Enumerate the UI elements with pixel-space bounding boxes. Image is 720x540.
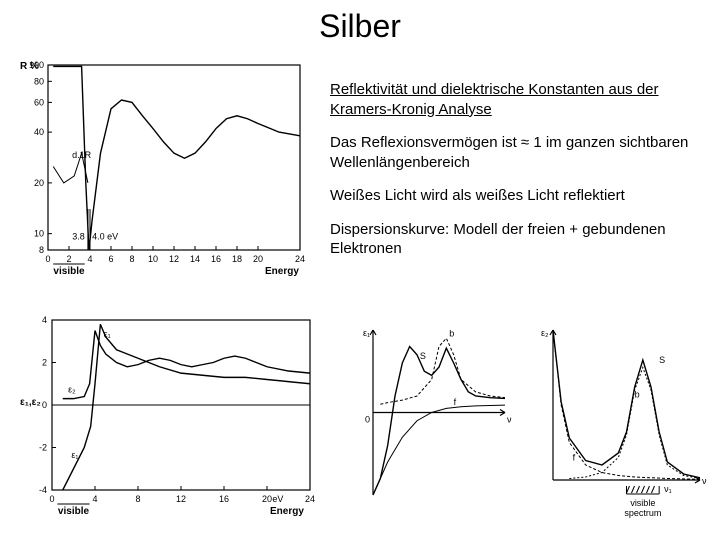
svg-text:4: 4 xyxy=(87,254,92,264)
svg-text:Energy: Energy xyxy=(270,506,304,517)
svg-text:ε₁: ε₁ xyxy=(71,450,78,460)
svg-text:0: 0 xyxy=(42,400,47,410)
chart-reflectivity: 810204060801000246810121416182024R %Ener… xyxy=(10,55,310,280)
text-p2: Weißes Licht wird als weißes Licht refle… xyxy=(330,186,700,206)
svg-text:-2: -2 xyxy=(39,443,47,453)
chart-eps1-model: ε₁ ν 0 Sf b xyxy=(345,320,515,520)
svg-text:8: 8 xyxy=(129,254,134,264)
svg-text:12: 12 xyxy=(169,254,179,264)
svg-text:S: S xyxy=(659,355,665,365)
svg-text:16: 16 xyxy=(211,254,221,264)
svg-text:visible: visible xyxy=(630,498,655,508)
svg-text:60: 60 xyxy=(34,97,44,107)
chart-epsilon: 04812162024-4-2024ε₁,ε₂EnergyeVvisibleε₁… xyxy=(10,310,330,520)
svg-text:24: 24 xyxy=(305,494,315,504)
svg-text:8: 8 xyxy=(39,245,44,255)
svg-text:4: 4 xyxy=(92,494,97,504)
svg-text:4.0 eV: 4.0 eV xyxy=(92,231,118,241)
svg-text:2: 2 xyxy=(66,254,71,264)
svg-text:b: b xyxy=(635,390,640,400)
svg-text:b: b xyxy=(449,329,454,339)
svg-text:2: 2 xyxy=(42,358,47,368)
svg-text:ν: ν xyxy=(507,415,512,425)
svg-text:visible: visible xyxy=(53,266,85,277)
svg-text:spectrum: spectrum xyxy=(624,508,661,518)
text-p1: Das Reflexionsvermögen ist ≈ 1 im ganzen… xyxy=(330,133,700,172)
svg-text:10: 10 xyxy=(34,229,44,239)
svg-text:0: 0 xyxy=(45,254,50,264)
svg-text:R %: R % xyxy=(20,61,39,72)
svg-text:ν₁: ν₁ xyxy=(664,484,672,494)
svg-text:20: 20 xyxy=(34,178,44,188)
svg-text:16: 16 xyxy=(219,494,229,504)
svg-text:-4: -4 xyxy=(39,485,47,495)
text-p3: Dispersionskurve: Modell der freien + ge… xyxy=(330,220,700,259)
svg-text:18: 18 xyxy=(232,254,242,264)
svg-text:10: 10 xyxy=(148,254,158,264)
page-title: Silber xyxy=(0,8,720,45)
svg-text:0: 0 xyxy=(49,494,54,504)
svg-text:20: 20 xyxy=(262,494,272,504)
svg-text:14: 14 xyxy=(190,254,200,264)
svg-text:S: S xyxy=(420,351,426,361)
chart-eps2-model: ε₂ ν Sb f visiblespectrum ν₁ xyxy=(525,320,710,520)
svg-text:ε₂: ε₂ xyxy=(541,328,549,338)
svg-text:ν: ν xyxy=(702,476,707,486)
svg-text:f: f xyxy=(573,453,576,463)
svg-text:ε₂: ε₂ xyxy=(68,384,76,394)
svg-text:6: 6 xyxy=(108,254,113,264)
svg-text:40: 40 xyxy=(34,127,44,137)
svg-text:80: 80 xyxy=(34,76,44,86)
svg-text:d.1R: d.1R xyxy=(72,150,92,160)
svg-text:12: 12 xyxy=(176,494,186,504)
svg-text:0: 0 xyxy=(365,415,370,425)
svg-text:24: 24 xyxy=(295,254,305,264)
svg-text:4: 4 xyxy=(42,315,47,325)
svg-text:8: 8 xyxy=(135,494,140,504)
text-heading: Reflektivität und dielektrische Konstant… xyxy=(330,80,700,119)
svg-text:Energy: Energy xyxy=(265,266,299,277)
svg-text:3.8: 3.8 xyxy=(72,231,85,241)
svg-text:ε₁,ε₂: ε₁,ε₂ xyxy=(20,397,41,408)
svg-text:eV: eV xyxy=(272,494,283,504)
svg-text:f: f xyxy=(454,397,457,407)
svg-text:ε₁: ε₁ xyxy=(363,328,370,338)
text-column: Reflektivität und dielektrische Konstant… xyxy=(330,80,700,273)
svg-text:ε₁: ε₁ xyxy=(104,329,111,339)
svg-text:20: 20 xyxy=(253,254,263,264)
svg-text:visible: visible xyxy=(58,506,90,517)
